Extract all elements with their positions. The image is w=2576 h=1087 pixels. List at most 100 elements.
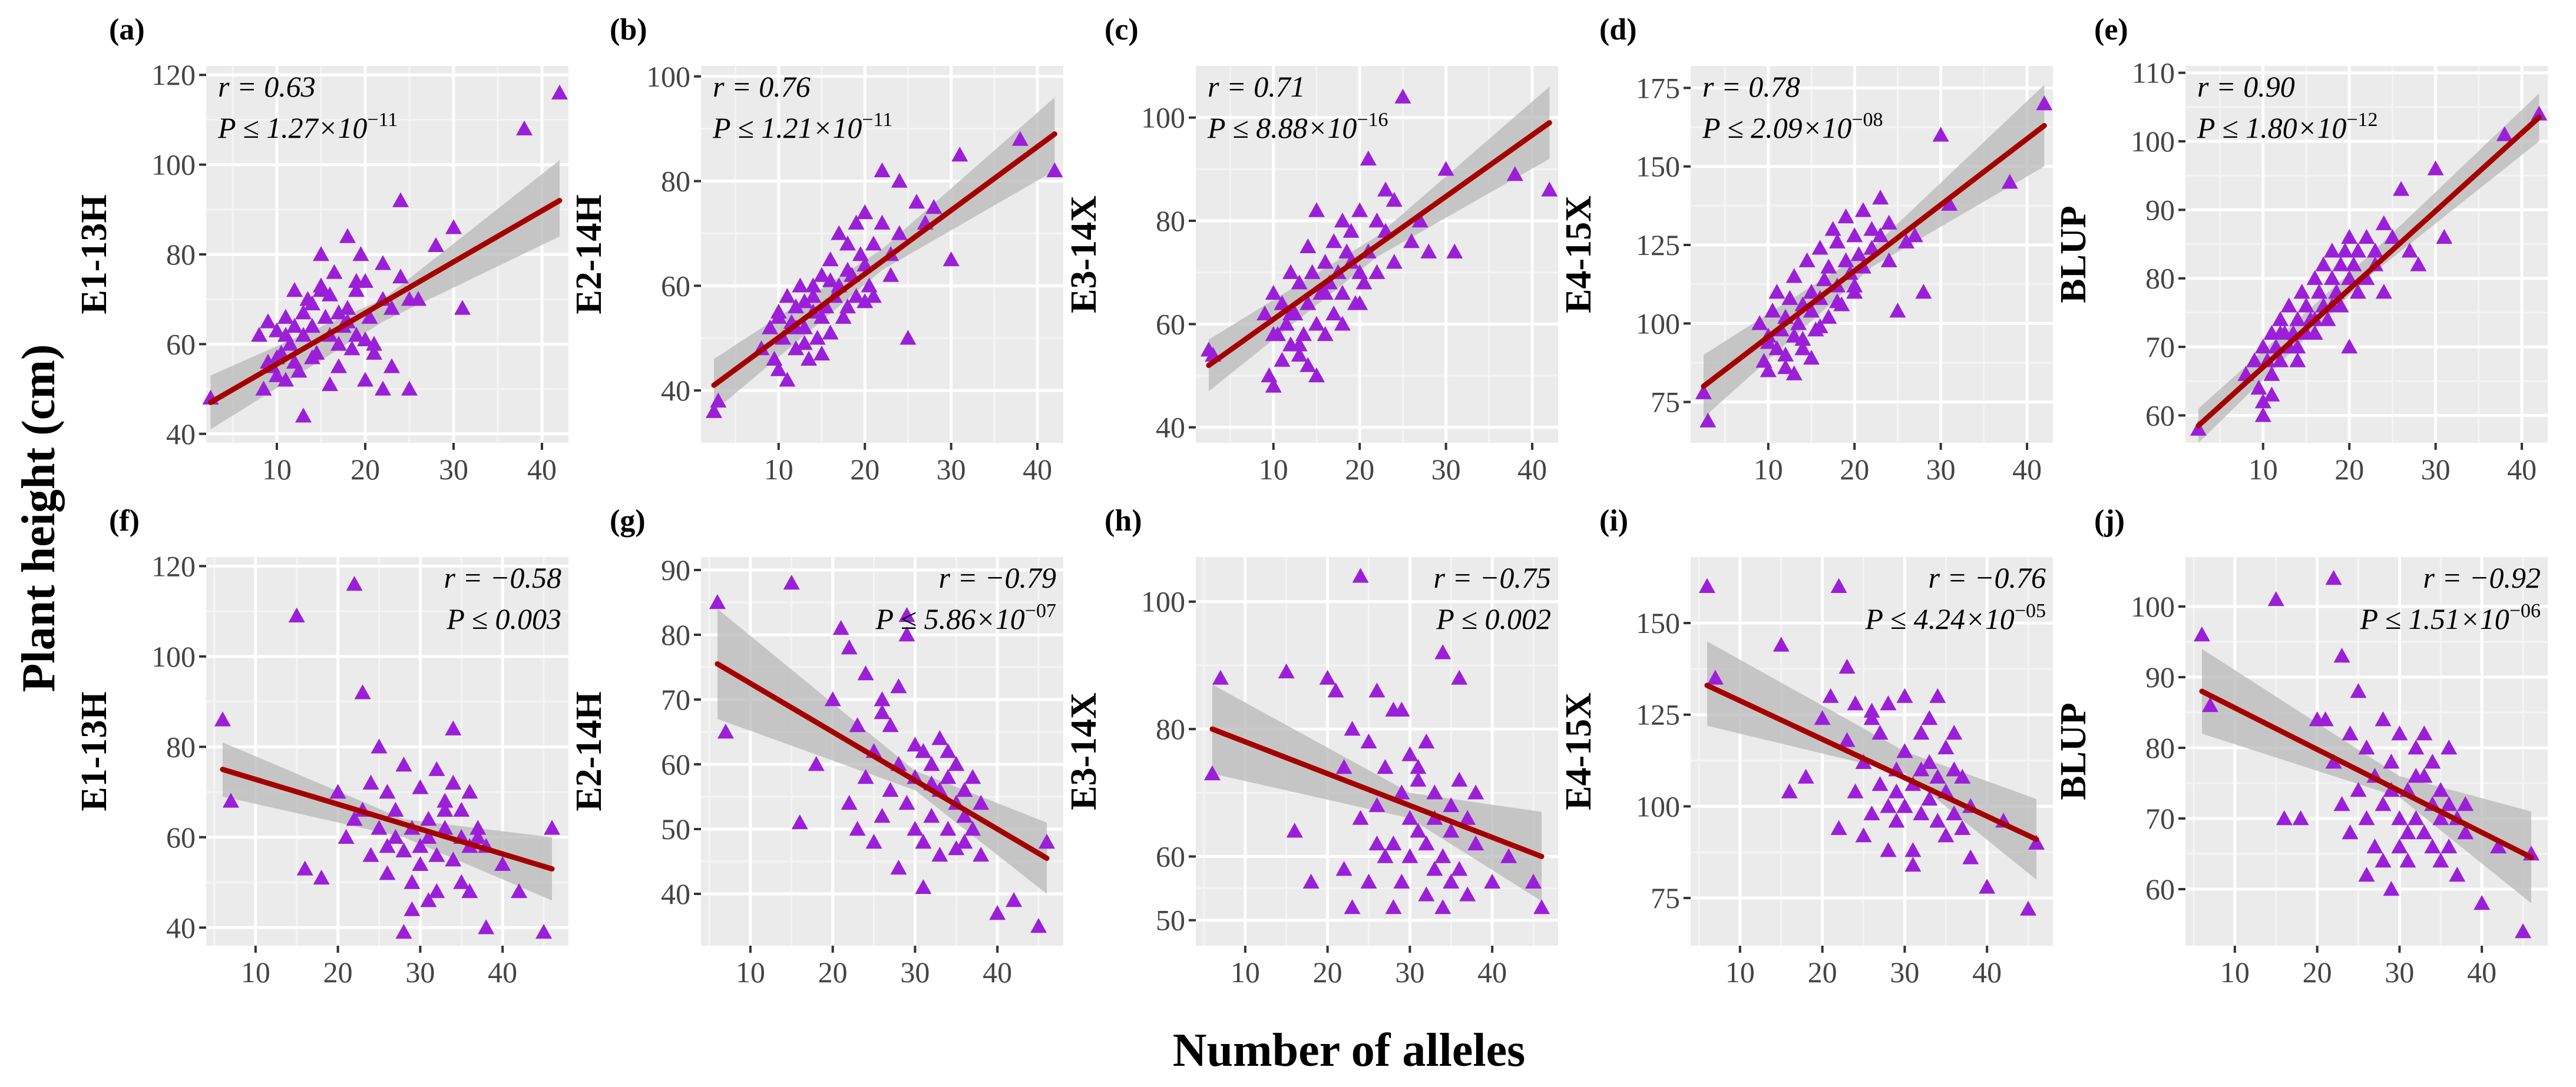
- x-tick-label: 40: [1477, 956, 1507, 989]
- figure-x-label: Number of alleles: [1173, 1025, 1525, 1076]
- x-tick-label: 30: [1395, 956, 1424, 989]
- y-tick-label: 50: [661, 813, 690, 846]
- data-point: [1824, 221, 1841, 236]
- data-point: [2319, 311, 2336, 326]
- x-tick-label: 40: [2012, 453, 2042, 486]
- data-point: [317, 309, 334, 324]
- data-point: [1385, 191, 1403, 207]
- data-point: [923, 756, 940, 771]
- data-point: [874, 704, 891, 720]
- data-point: [357, 331, 373, 346]
- stat-p-exponent: −08: [1851, 109, 1883, 131]
- stat-p-main: P ≤ 1.51×10: [2359, 602, 2509, 635]
- data-point: [1393, 784, 1410, 800]
- data-point: [923, 808, 940, 823]
- data-point: [891, 225, 908, 240]
- data-point: [420, 892, 437, 907]
- data-point: [792, 277, 809, 293]
- data-point: [379, 784, 396, 799]
- data-point: [1256, 305, 1274, 321]
- data-point: [362, 847, 379, 862]
- data-point: [865, 236, 882, 251]
- data-point: [2325, 570, 2342, 585]
- data-point: [1265, 326, 1282, 342]
- data-point: [2408, 810, 2425, 826]
- data-point: [387, 828, 404, 844]
- data-point: [2391, 725, 2408, 741]
- data-point: [779, 288, 796, 303]
- data-point: [2332, 256, 2349, 271]
- data-point: [2358, 810, 2375, 826]
- regression-line: [715, 661, 1050, 861]
- data-point: [1915, 284, 1932, 299]
- data-point: [822, 251, 839, 267]
- y-tick-label: 120: [151, 549, 196, 582]
- data-point: [1946, 761, 1963, 777]
- data-point: [1954, 768, 1971, 784]
- data-point: [286, 317, 303, 333]
- data-point: [1342, 223, 1360, 238]
- data-point: [1822, 688, 1839, 703]
- data-point: [2263, 386, 2280, 402]
- data-point: [717, 724, 734, 739]
- data-point: [1411, 213, 1428, 228]
- data-point: [2325, 754, 2342, 769]
- panel-d: 10 20 30 40 75 100 125 150 175 (d) E4-15X r = 0.78 P…: [1559, 13, 2053, 486]
- data-point: [882, 267, 900, 282]
- panel-y-label: E4-15X: [1559, 195, 1599, 313]
- data-point: [891, 173, 908, 188]
- data-point: [857, 665, 874, 681]
- data-point: [710, 392, 727, 408]
- y-tick-label: 80: [2145, 731, 2175, 764]
- data-point: [1385, 899, 1402, 914]
- data-point: [308, 344, 325, 360]
- data-point: [1393, 701, 1410, 717]
- data-point: [1533, 899, 1550, 914]
- data-point: [770, 361, 787, 376]
- x-tick-label: 20: [1313, 956, 1342, 989]
- data-point: [2345, 256, 2362, 271]
- data-point: [1451, 771, 1468, 787]
- data-point: [1393, 873, 1410, 889]
- panel-y-label: E4-15X: [1559, 692, 1599, 810]
- data-point: [1888, 783, 1905, 798]
- data-point: [1325, 233, 1342, 248]
- data-point: [1847, 783, 1864, 798]
- data-point: [948, 840, 965, 856]
- x-tick-label: 20: [1840, 453, 1869, 486]
- data-point: [865, 288, 882, 303]
- data-point: [898, 607, 915, 622]
- data-point: [428, 847, 445, 862]
- data-point: [445, 851, 462, 867]
- data-point: [2424, 754, 2441, 769]
- data-point: [2358, 740, 2375, 755]
- data-point: [1921, 710, 1938, 725]
- data-point: [1880, 695, 1897, 711]
- data-point: [1299, 357, 1317, 372]
- data-point: [1282, 264, 1299, 279]
- data-point: [428, 237, 444, 252]
- data-point: [511, 883, 528, 899]
- data-point: [1880, 842, 1897, 857]
- data-point: [1006, 892, 1023, 907]
- x-tick-label: 20: [1345, 453, 1374, 486]
- x-tick-label: 10: [1754, 453, 1783, 486]
- y-tick-label: 50: [1156, 904, 1185, 937]
- data-point: [251, 327, 267, 342]
- data-point: [375, 380, 391, 396]
- data-point: [1846, 227, 1863, 243]
- data-point: [839, 298, 856, 314]
- data-point: [2336, 243, 2353, 258]
- data-point: [705, 403, 722, 418]
- data-point: [2383, 881, 2400, 896]
- data-point: [404, 874, 421, 889]
- data-point: [1837, 208, 1854, 224]
- data-point: [2349, 284, 2366, 299]
- data-point: [2292, 810, 2309, 826]
- y-tick-label: 70: [2145, 802, 2175, 835]
- data-point: [1401, 810, 1418, 825]
- y-tick-label: 80: [166, 238, 196, 271]
- x-tick-label: 20: [2303, 956, 2332, 989]
- data-point: [783, 575, 800, 590]
- data-point: [1335, 759, 1353, 774]
